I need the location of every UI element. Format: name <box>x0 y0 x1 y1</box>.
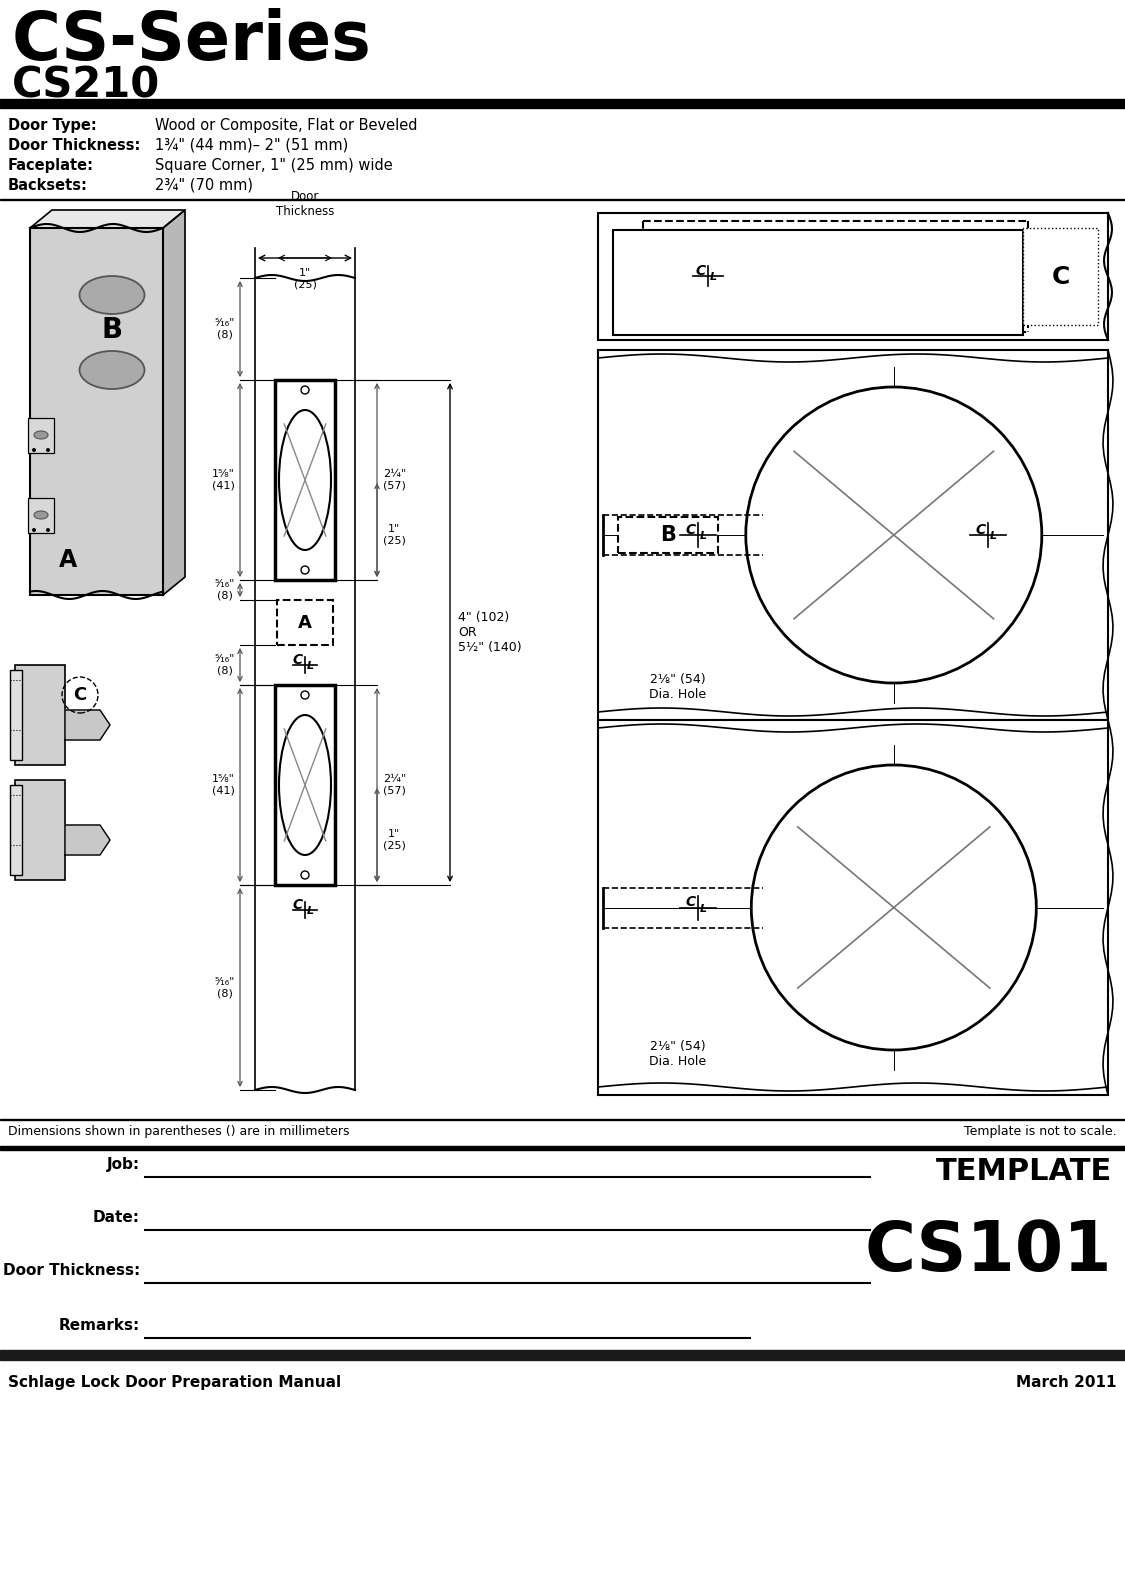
Text: C: C <box>686 895 696 909</box>
Text: Wood or Composite, Flat or Beveled: Wood or Composite, Flat or Beveled <box>155 118 417 133</box>
Text: C: C <box>292 653 303 667</box>
Text: Bevel ⅛" in 2" (3 in 51): Bevel ⅛" in 2" (3 in 51) <box>644 261 774 270</box>
Text: 2¾" (70 mm): 2¾" (70 mm) <box>155 177 253 193</box>
Text: L: L <box>307 906 314 915</box>
Bar <box>274 380 335 579</box>
Circle shape <box>302 567 309 575</box>
Text: March 2011: March 2011 <box>1017 1375 1117 1389</box>
Text: L: L <box>700 531 708 542</box>
Text: C: C <box>73 686 87 703</box>
Circle shape <box>302 691 309 699</box>
Text: ⁵⁄₁₆"
(8): ⁵⁄₁₆" (8) <box>215 655 235 675</box>
Text: ⁵⁄₃₂" (4): ⁵⁄₃₂" (4) <box>648 243 688 253</box>
Text: C: C <box>975 523 986 537</box>
Bar <box>0 1350 1125 1360</box>
Circle shape <box>46 447 49 452</box>
Text: CS-Series: CS-Series <box>12 8 371 74</box>
Polygon shape <box>30 210 184 228</box>
Ellipse shape <box>80 352 144 389</box>
Text: 2¼"
(57): 2¼" (57) <box>382 774 406 796</box>
Circle shape <box>32 447 36 452</box>
Text: Schlage Lock Door Preparation Manual: Schlage Lock Door Preparation Manual <box>8 1375 341 1389</box>
Circle shape <box>746 386 1042 683</box>
Text: Door Thickness:: Door Thickness: <box>2 1262 140 1278</box>
Text: 1⁵⁄₈"
(41): 1⁵⁄₈" (41) <box>213 469 235 491</box>
Text: L: L <box>307 661 314 670</box>
Text: Remarks:: Remarks: <box>58 1317 140 1333</box>
Text: Backsets:: Backsets: <box>8 177 88 193</box>
Text: Faceplate:: Faceplate: <box>8 159 94 173</box>
Ellipse shape <box>80 276 144 314</box>
Bar <box>15 666 65 765</box>
Bar <box>0 1146 1125 1149</box>
Polygon shape <box>163 210 185 595</box>
Text: Template is not to scale.: Template is not to scale. <box>964 1126 1117 1138</box>
Text: Door
Thickness: Door Thickness <box>276 190 334 218</box>
Text: CS101: CS101 <box>864 1218 1112 1284</box>
Bar <box>274 685 335 885</box>
Text: Dimensions shown in parentheses () are in millimeters: Dimensions shown in parentheses () are i… <box>8 1126 350 1138</box>
Text: 2⅛" (54)
Dia. Hole: 2⅛" (54) Dia. Hole <box>649 1039 706 1068</box>
Bar <box>1023 228 1098 325</box>
Circle shape <box>302 386 309 394</box>
Polygon shape <box>65 824 110 856</box>
Bar <box>28 418 54 454</box>
Text: C: C <box>686 523 696 537</box>
Text: Door Thickness:: Door Thickness: <box>8 138 141 152</box>
Text: C: C <box>696 264 706 278</box>
Text: 4" (102)
OR
5½" (140): 4" (102) OR 5½" (140) <box>458 611 522 655</box>
Bar <box>613 229 1023 334</box>
Bar <box>10 785 22 874</box>
Circle shape <box>302 871 309 879</box>
Text: Job:: Job: <box>107 1157 140 1171</box>
Bar <box>277 600 333 645</box>
Bar <box>618 517 718 553</box>
Text: 1"
(25): 1" (25) <box>382 829 406 851</box>
Text: A: A <box>298 614 312 631</box>
Bar <box>598 214 1108 341</box>
Bar <box>598 721 1108 1094</box>
Text: C: C <box>1051 264 1070 289</box>
Text: ⁵⁄₁₆"
(8): ⁵⁄₁₆" (8) <box>215 319 235 339</box>
Text: 1¾" (44 mm)– 2" (51 mm): 1¾" (44 mm)– 2" (51 mm) <box>155 138 349 152</box>
Text: Date:: Date: <box>93 1210 140 1225</box>
Text: L: L <box>700 903 708 914</box>
Text: 1"
(25): 1" (25) <box>382 524 406 546</box>
Bar <box>0 99 1125 108</box>
Text: A: A <box>58 548 78 571</box>
Text: 1"
(25): 1" (25) <box>294 268 316 289</box>
Text: TEMPLATE: TEMPLATE <box>936 1157 1112 1185</box>
Text: B: B <box>101 316 123 344</box>
Text: ⁵⁄₁₆"
(8): ⁵⁄₁₆" (8) <box>215 977 235 999</box>
Ellipse shape <box>279 714 331 856</box>
Circle shape <box>46 528 49 532</box>
Bar <box>598 350 1108 721</box>
Polygon shape <box>65 710 110 739</box>
Bar <box>28 498 54 532</box>
Circle shape <box>752 765 1036 1050</box>
Text: B: B <box>660 524 676 545</box>
Bar <box>30 228 163 595</box>
Ellipse shape <box>34 510 48 520</box>
Text: 2¼"
(57): 2¼" (57) <box>382 469 406 491</box>
Ellipse shape <box>279 410 331 550</box>
Ellipse shape <box>34 432 48 440</box>
Text: 2⅛" (54)
Dia. Hole: 2⅛" (54) Dia. Hole <box>649 674 706 700</box>
Bar <box>10 670 22 760</box>
Text: ⁵⁄₁₆"
(8): ⁵⁄₁₆" (8) <box>215 579 235 601</box>
Bar <box>15 780 65 881</box>
Text: L: L <box>990 531 997 542</box>
Text: Square Corner, 1" (25 mm) wide: Square Corner, 1" (25 mm) wide <box>155 159 393 173</box>
Text: C: C <box>292 898 303 912</box>
Text: Door Type:: Door Type: <box>8 118 97 133</box>
Text: Backset: Backset <box>644 276 687 286</box>
Text: CS210: CS210 <box>12 64 160 107</box>
Text: L: L <box>710 272 717 283</box>
Circle shape <box>32 528 36 532</box>
Text: 1⁵⁄₈"
(41): 1⁵⁄₈" (41) <box>213 774 235 796</box>
